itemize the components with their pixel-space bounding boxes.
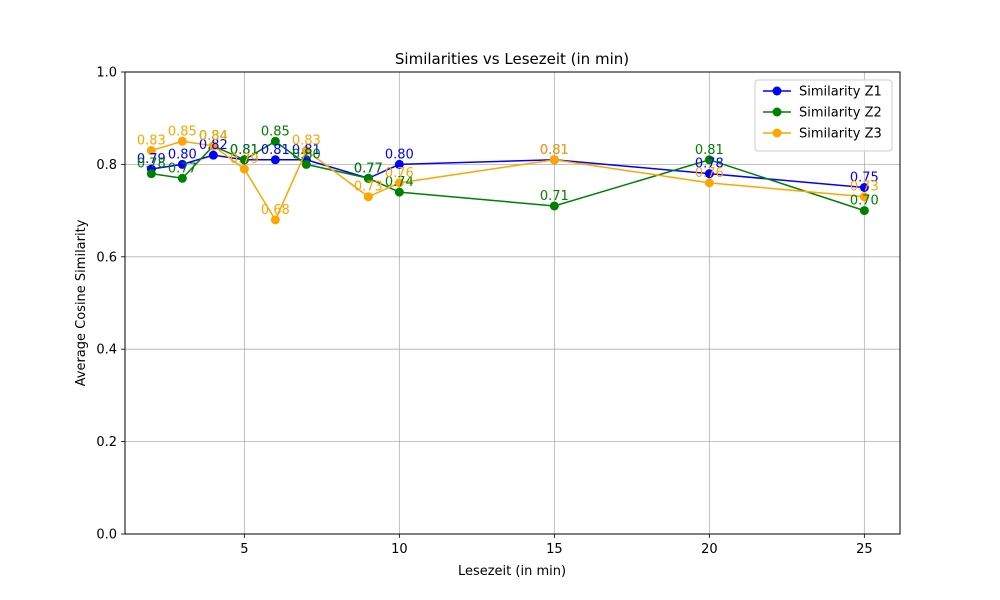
x-tick-label: 10	[391, 542, 408, 557]
data-label: 0.73	[354, 180, 383, 195]
data-label: 0.85	[261, 124, 290, 139]
data-label: 0.80	[385, 147, 414, 162]
data-point	[239, 155, 249, 165]
data-label: 0.75	[850, 171, 879, 186]
data-label: 0.81	[292, 143, 321, 158]
legend: Similarity Z1 Similarity Z2 Similarity Z3	[754, 79, 893, 152]
legend-label: Similarity Z1	[799, 85, 882, 100]
data-label: 0.77	[354, 161, 383, 176]
data-point	[270, 136, 280, 146]
y-tick-label: 0.2	[96, 435, 117, 450]
legend-label: Similarity Z3	[799, 127, 882, 142]
data-label: 0.77	[354, 161, 383, 176]
data-point	[704, 178, 714, 188]
x-axis-title: Lesezeit (in min)	[458, 564, 566, 579]
data-label: 0.82	[199, 138, 228, 153]
data-label: 0.74	[385, 175, 414, 190]
y-tick-label: 1.0	[96, 66, 117, 81]
data-label: 0.81	[230, 143, 259, 158]
data-point	[146, 146, 156, 156]
data-label: 0.81	[261, 143, 290, 158]
data-label: 0.80	[292, 147, 321, 162]
x-tick-label: 15	[546, 542, 563, 557]
data-label: 0.78	[137, 157, 166, 172]
y-tick-label: 0.4	[96, 343, 117, 358]
data-point	[177, 159, 187, 169]
data-label: 0.70	[850, 194, 879, 209]
data-label: 0.71	[540, 189, 569, 204]
data-label: 0.83	[292, 134, 321, 149]
legend-swatch-marker	[772, 128, 782, 138]
data-point	[146, 169, 156, 179]
data-label: 0.84	[199, 129, 228, 144]
data-label: 0.81	[540, 143, 569, 158]
data-point	[363, 173, 373, 183]
data-point	[859, 183, 869, 192]
data-point	[270, 155, 280, 165]
data-label: 0.79	[137, 152, 166, 167]
series-lines	[146, 136, 869, 225]
data-point	[301, 146, 311, 156]
data-point	[239, 164, 249, 174]
data-point	[208, 141, 218, 151]
data-point	[394, 187, 404, 197]
data-point	[177, 173, 187, 183]
x-tick-label: 5	[240, 542, 248, 557]
y-axis-title: Average Cosine Similarity	[74, 219, 89, 386]
y-tick-label: 0.8	[96, 158, 117, 173]
data-label: 0.79	[230, 152, 259, 167]
data-point	[704, 155, 714, 165]
legend-swatch-marker	[772, 107, 782, 117]
data-point	[549, 155, 559, 165]
x-tick-label: 25	[856, 542, 873, 557]
data-point	[394, 159, 404, 169]
legend-label: Similarity Z2	[799, 106, 882, 121]
y-tick-label: 0.6	[96, 250, 117, 265]
data-point	[363, 192, 373, 202]
data-label: 0.81	[230, 143, 259, 158]
data-label: 0.76	[385, 166, 414, 181]
legend-swatch-marker	[772, 86, 782, 96]
data-label: 0.81	[540, 143, 569, 158]
data-label: 0.80	[168, 147, 197, 162]
data-label: 0.78	[695, 157, 724, 172]
data-labels: 0.79 0.800.82 0.81 0.81 0.810.770.80 0.810.78…	[137, 124, 879, 218]
data-label: 0.85	[168, 124, 197, 139]
data-label: 0.76	[695, 166, 724, 181]
axis-ticks: 5 10 15 20 25 0.0 0.2 0.4 0.6 0.8 1.0	[96, 66, 872, 558]
data-point	[859, 192, 869, 202]
plot-frame	[124, 71, 901, 535]
data-label: 0.83	[137, 134, 166, 149]
data-point	[549, 201, 559, 211]
data-label: 0.73	[850, 180, 879, 195]
data-point	[394, 178, 404, 188]
data-point	[859, 206, 869, 216]
data-point	[704, 169, 714, 179]
data-label: 0.84	[199, 129, 228, 144]
chart-title: Similarities vs Lesezeit (in min)	[395, 50, 629, 68]
data-point	[301, 159, 311, 169]
data-label: 0.68	[261, 203, 290, 218]
data-point	[208, 150, 218, 160]
y-tick-label: 0.0	[96, 528, 117, 543]
data-point	[177, 136, 187, 146]
data-point	[270, 215, 280, 225]
x-tick-label: 20	[701, 542, 718, 557]
data-label: 0.81	[695, 143, 724, 158]
data-label: 0.77	[168, 161, 197, 176]
